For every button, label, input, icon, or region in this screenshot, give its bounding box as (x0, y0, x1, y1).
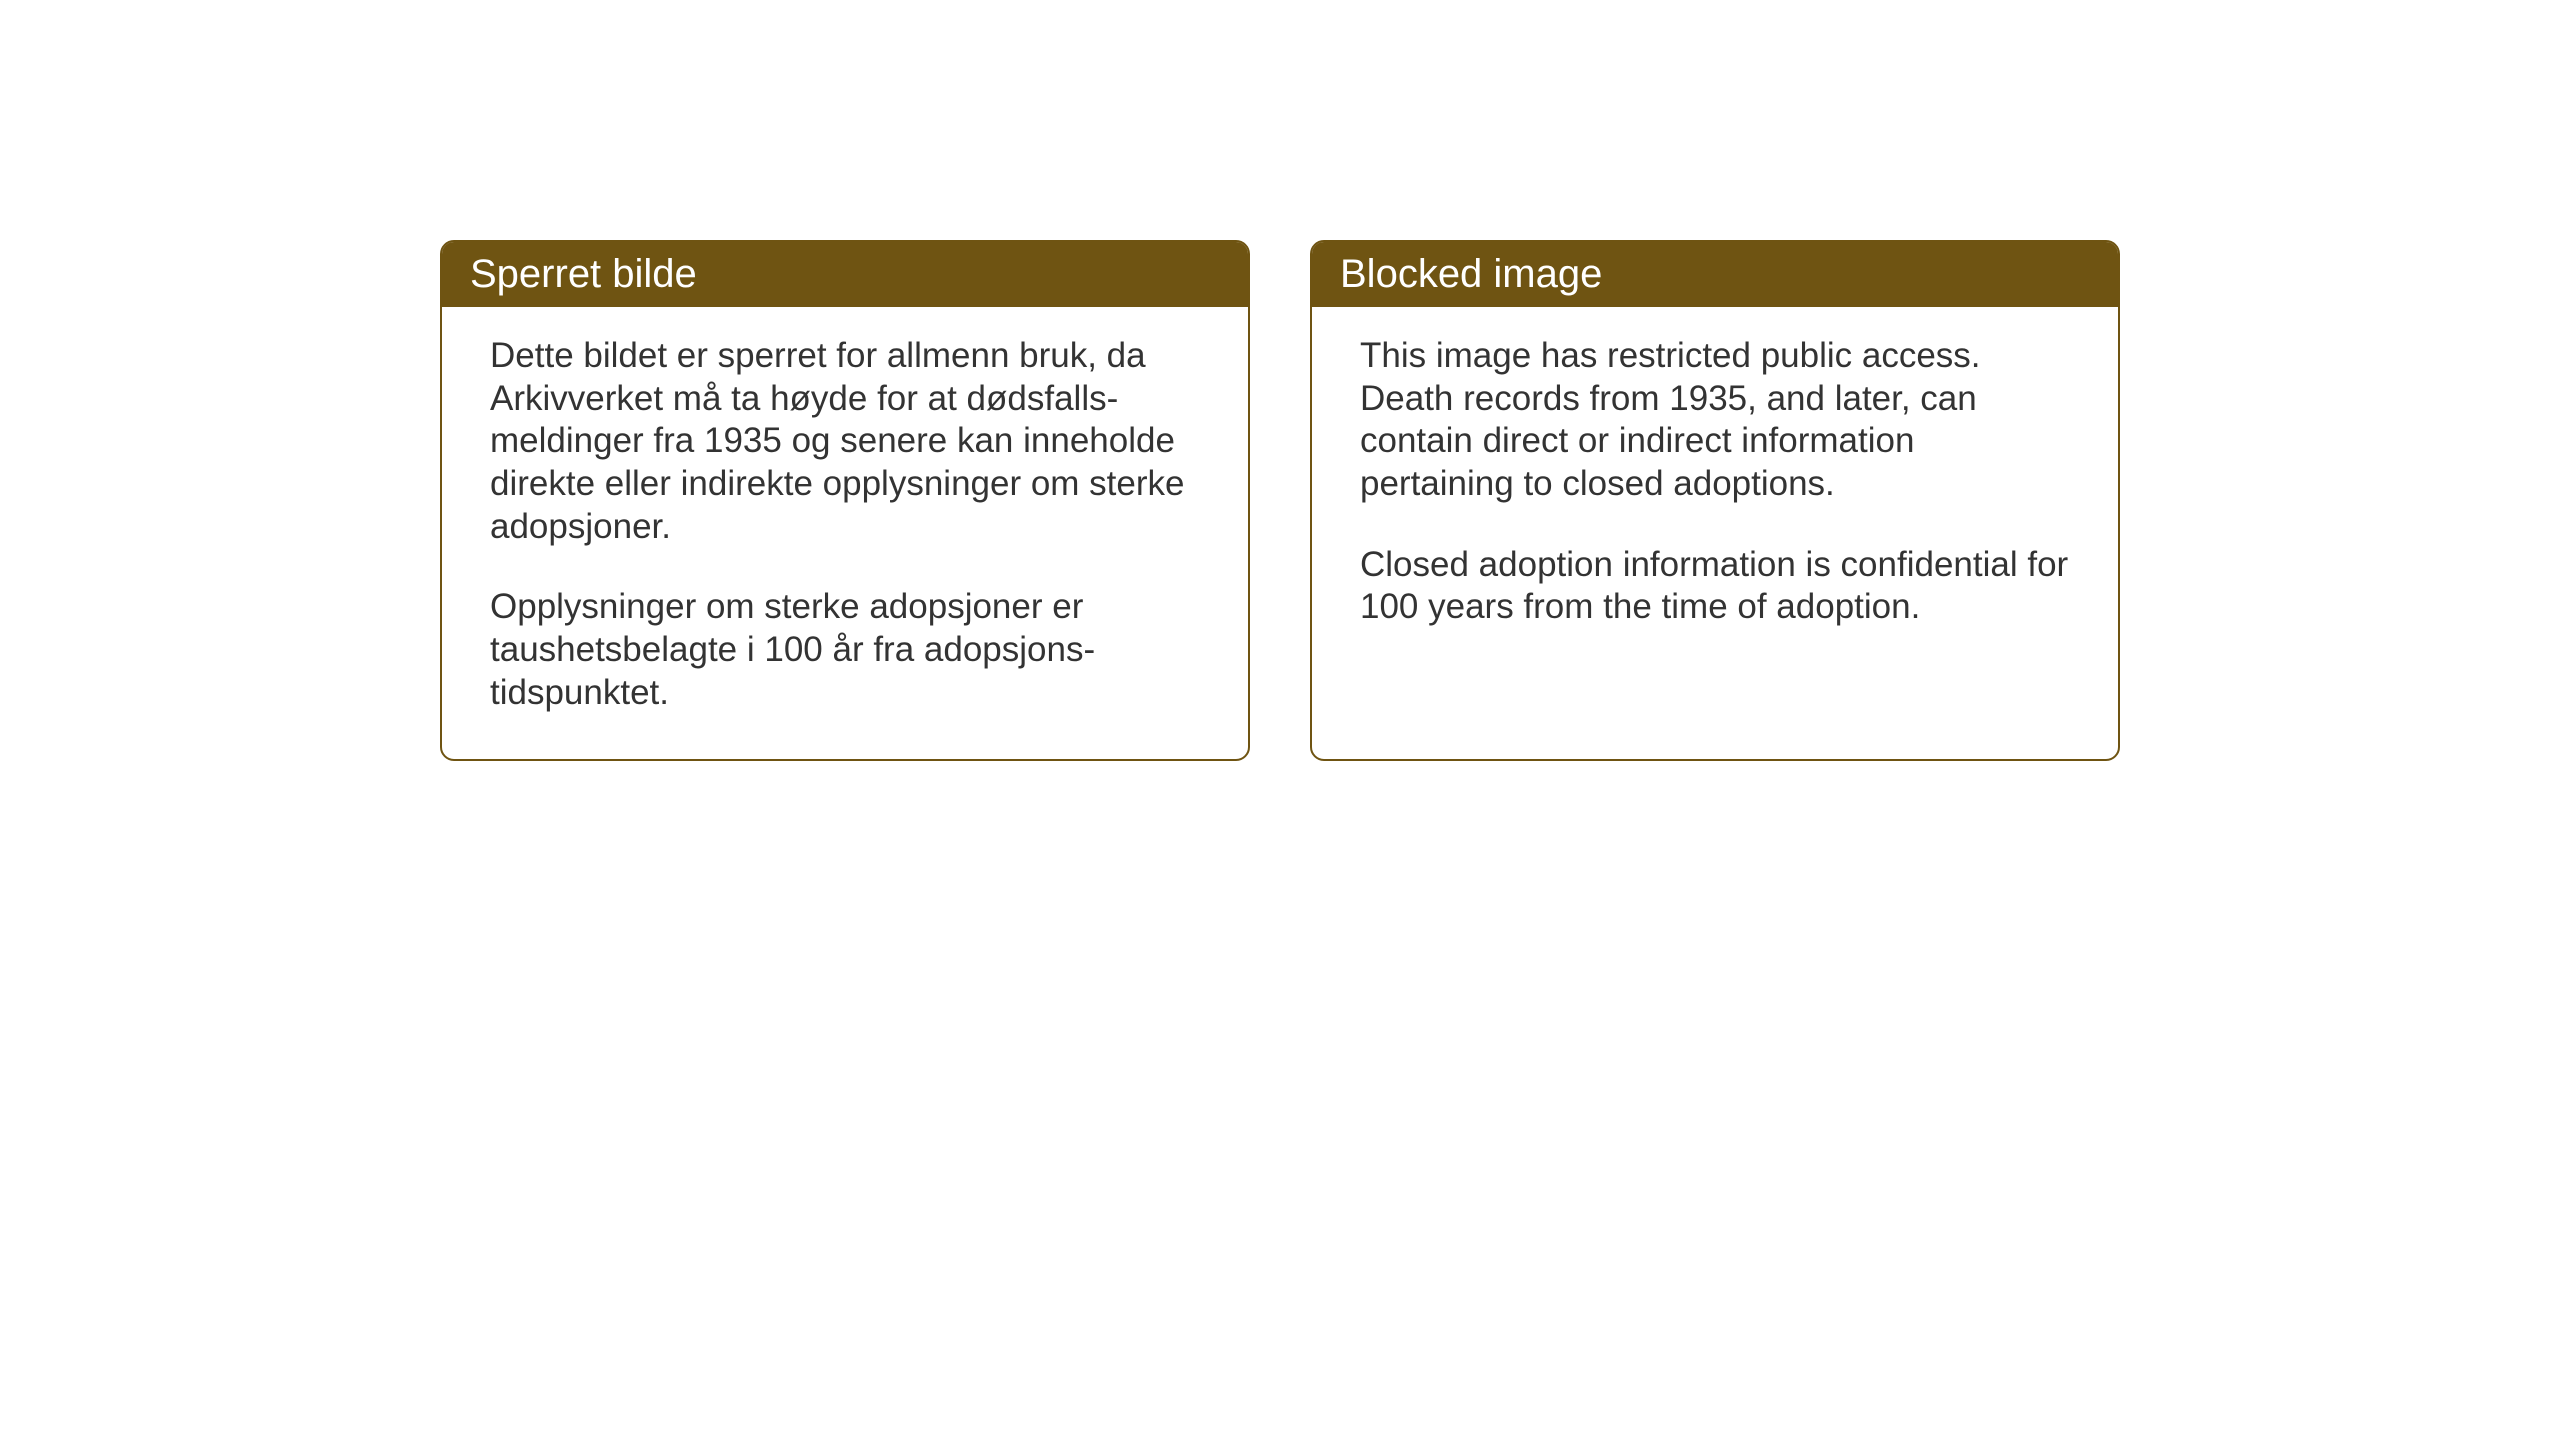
norwegian-paragraph-1: Dette bildet er sperret for allmenn bruk… (490, 335, 1200, 548)
norwegian-paragraph-2: Opplysninger om sterke adopsjoner er tau… (490, 586, 1200, 714)
english-card-title: Blocked image (1340, 252, 1602, 296)
cards-container: Sperret bilde Dette bildet er sperret fo… (440, 240, 2120, 761)
norwegian-card-body: Dette bildet er sperret for allmenn bruk… (442, 307, 1248, 759)
english-card-body: This image has restricted public access.… (1312, 307, 2118, 759)
english-paragraph-1: This image has restricted public access.… (1360, 335, 2070, 506)
norwegian-card-header: Sperret bilde (442, 242, 1248, 307)
english-paragraph-2: Closed adoption information is confident… (1360, 544, 2070, 629)
norwegian-card: Sperret bilde Dette bildet er sperret fo… (440, 240, 1250, 761)
english-card-header: Blocked image (1312, 242, 2118, 307)
norwegian-card-title: Sperret bilde (470, 252, 697, 296)
english-card: Blocked image This image has restricted … (1310, 240, 2120, 761)
